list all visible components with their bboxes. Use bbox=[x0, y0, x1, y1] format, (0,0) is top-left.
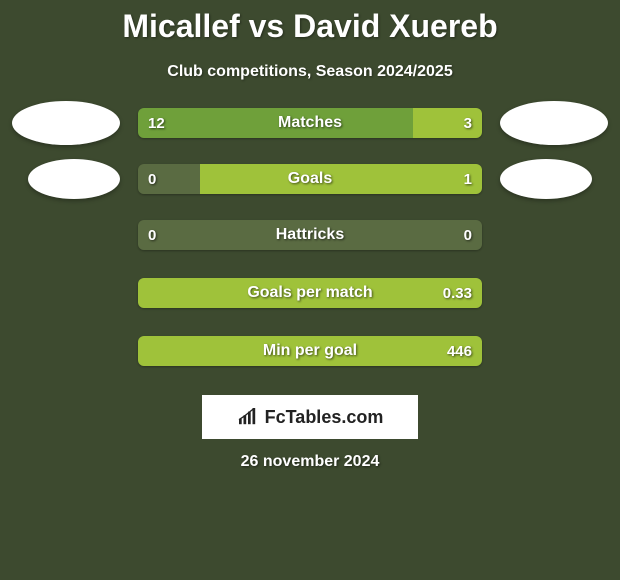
source-logo-text: FcTables.com bbox=[265, 407, 384, 428]
stat-bar-goals: 0 Goals 1 bbox=[138, 164, 482, 194]
stat-row: 0 Hattricks 0 bbox=[0, 213, 620, 257]
page-title: Micallef vs David Xuereb bbox=[0, 0, 620, 45]
stat-bar-hattricks: 0 Hattricks 0 bbox=[138, 220, 482, 250]
stat-bar-matches: 12 Matches 3 bbox=[138, 108, 482, 138]
bar-right-segment bbox=[138, 336, 482, 366]
stat-row: 0 Goals 1 bbox=[0, 159, 620, 199]
spacer bbox=[12, 329, 120, 373]
spacer bbox=[12, 213, 120, 257]
stat-right-value: 0.33 bbox=[443, 278, 472, 308]
date-label: 26 november 2024 bbox=[0, 453, 620, 471]
stat-bar-mpg: Min per goal 446 bbox=[138, 336, 482, 366]
bar-left-segment bbox=[138, 220, 482, 250]
player-right-badge bbox=[500, 159, 592, 199]
stat-row: Min per goal 446 bbox=[0, 329, 620, 373]
stat-left-value: 0 bbox=[148, 220, 156, 250]
stat-right-value: 1 bbox=[464, 164, 472, 194]
spacer bbox=[500, 329, 608, 373]
stat-right-value: 446 bbox=[447, 336, 472, 366]
bar-right-segment bbox=[138, 278, 482, 308]
player-left-badge bbox=[28, 159, 120, 199]
stat-left-value: 12 bbox=[148, 108, 165, 138]
source-logo: FcTables.com bbox=[202, 395, 418, 439]
bar-left-segment bbox=[138, 108, 413, 138]
stat-right-value: 3 bbox=[464, 108, 472, 138]
spacer bbox=[12, 271, 120, 315]
player-right-badge bbox=[500, 101, 608, 145]
stat-right-value: 0 bbox=[464, 220, 472, 250]
stat-row: Goals per match 0.33 bbox=[0, 271, 620, 315]
spacer bbox=[500, 271, 608, 315]
spacer bbox=[500, 213, 608, 257]
page-subtitle: Club competitions, Season 2024/2025 bbox=[0, 63, 620, 81]
bar-right-segment bbox=[200, 164, 482, 194]
stat-left-value: 0 bbox=[148, 164, 156, 194]
player-left-badge bbox=[12, 101, 120, 145]
chart-icon bbox=[237, 408, 259, 426]
stat-row: 12 Matches 3 bbox=[0, 101, 620, 145]
stat-bar-gpm: Goals per match 0.33 bbox=[138, 278, 482, 308]
